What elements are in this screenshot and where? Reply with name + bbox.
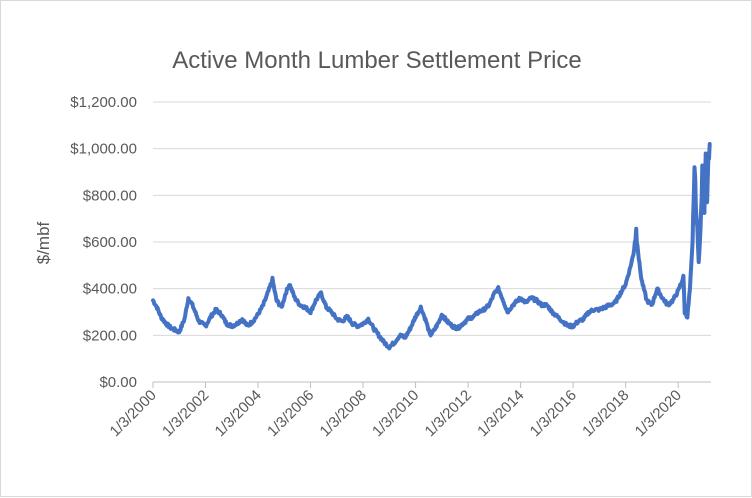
x-tick-label: 1/3/2020 xyxy=(632,387,685,440)
x-tick-label: 1/3/2014 xyxy=(474,387,527,440)
x-tick-label: 1/3/2008 xyxy=(317,387,370,440)
y-tick-label: $1,200.00 xyxy=(70,94,137,111)
x-tick-label: 1/3/2010 xyxy=(369,387,422,440)
y-tick-label: $1,000.00 xyxy=(70,141,137,158)
x-tick-label: 1/3/2012 xyxy=(422,387,475,440)
series-line xyxy=(151,142,712,351)
x-tick-label: 1/3/2004 xyxy=(212,387,265,440)
x-tick-label: 1/3/2016 xyxy=(527,387,580,440)
x-tick-label: 1/3/2002 xyxy=(159,387,212,440)
gridlines xyxy=(152,101,711,388)
y-tick-label: $200.00 xyxy=(83,327,137,344)
y-axis-label: $/mbf xyxy=(34,221,53,264)
x-tick-label: 1/3/2000 xyxy=(107,387,160,440)
y-tick-label: $400.00 xyxy=(83,281,137,298)
x-tick-labels: 1/3/2000 1/3/2002 1/3/2004 1/3/2006 1/3/2008… xyxy=(107,387,685,440)
y-tick-labels: $0.00 $200.00 $400.00 $600.00 $800.00 $1,000.… xyxy=(70,94,137,391)
x-tick-label: 1/3/2006 xyxy=(264,387,317,440)
y-tick-label: $600.00 xyxy=(83,234,137,251)
y-tick-label: $800.00 xyxy=(83,187,137,204)
chart-title: Active Month Lumber Settlement Price xyxy=(172,47,582,74)
series-layer xyxy=(151,142,712,351)
x-tick-label: 1/3/2018 xyxy=(579,387,632,440)
y-tick-label: $0.00 xyxy=(99,374,137,391)
